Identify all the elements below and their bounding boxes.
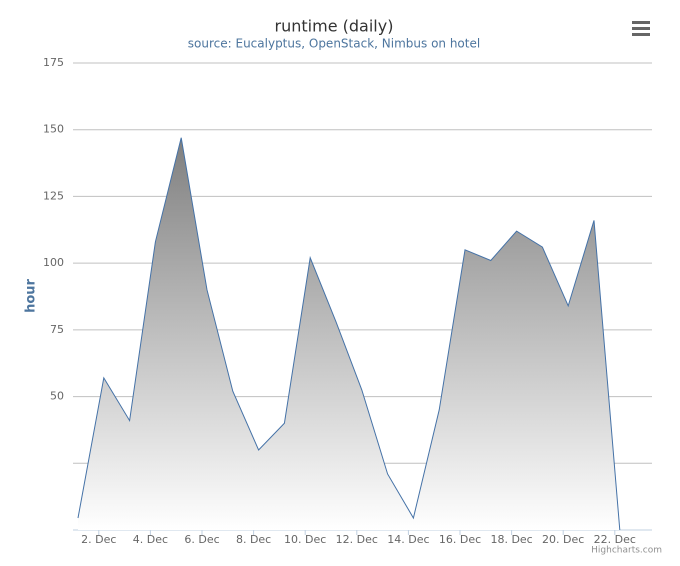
x-tick-label: 18. Dec [490,533,532,546]
x-tick-label: 10. Dec [284,533,326,546]
credits[interactable]: Highcharts.com [591,546,662,556]
x-tick-label: 20. Dec [542,533,584,546]
y-axis-label: hour [24,278,39,312]
y-tick-label: 75 [50,323,64,336]
chart-subtitle: source: Eucalyptus, OpenStack, Nimbus on… [188,37,480,51]
x-tick-label: 12. Dec [336,533,378,546]
chart-title: runtime (daily) [275,17,394,36]
y-tick-label: 50 [50,390,64,403]
y-tick-label: 175 [43,56,64,69]
x-tick-label: 8. Dec [236,533,271,546]
area-fill [78,137,620,530]
x-tick-label: 22. Dec [594,533,636,546]
y-tick-label: 100 [43,256,64,269]
y-tick-label: 150 [43,123,64,136]
area-line [77,137,621,531]
menu-bar [632,33,650,36]
y-tick-label: 125 [43,189,64,202]
x-tick-label: 6. Dec [184,533,219,546]
x-tick-label: 2. Dec [81,533,116,546]
x-tick-label: 14. Dec [387,533,429,546]
menu-bar [632,21,650,24]
menu-button[interactable] [632,21,650,36]
menu-bar [632,27,650,30]
x-tick-label: 16. Dec [439,533,481,546]
x-tick-label: 4. Dec [133,533,168,546]
